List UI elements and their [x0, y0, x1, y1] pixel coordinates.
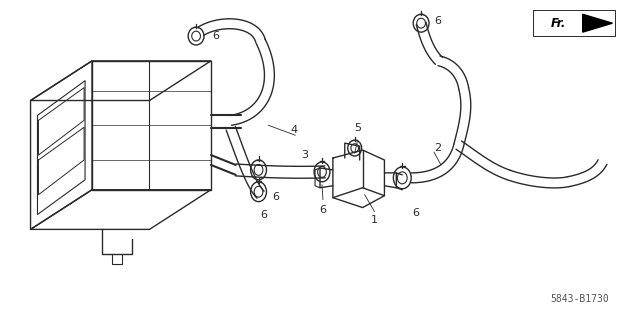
Text: 6: 6 [272, 192, 279, 202]
Text: 2: 2 [434, 143, 441, 153]
Text: 6: 6 [434, 16, 441, 26]
Text: 3: 3 [301, 150, 308, 160]
Polygon shape [582, 14, 612, 32]
Text: 6: 6 [413, 208, 420, 218]
Text: 6: 6 [260, 210, 267, 219]
Text: 1: 1 [371, 214, 378, 225]
Text: 5843-B1730: 5843-B1730 [550, 294, 609, 304]
Text: 6: 6 [212, 31, 219, 41]
Text: Fr.: Fr. [550, 17, 566, 30]
Text: 6: 6 [319, 204, 326, 215]
Text: 5: 5 [354, 123, 361, 133]
Text: 4: 4 [291, 125, 298, 135]
